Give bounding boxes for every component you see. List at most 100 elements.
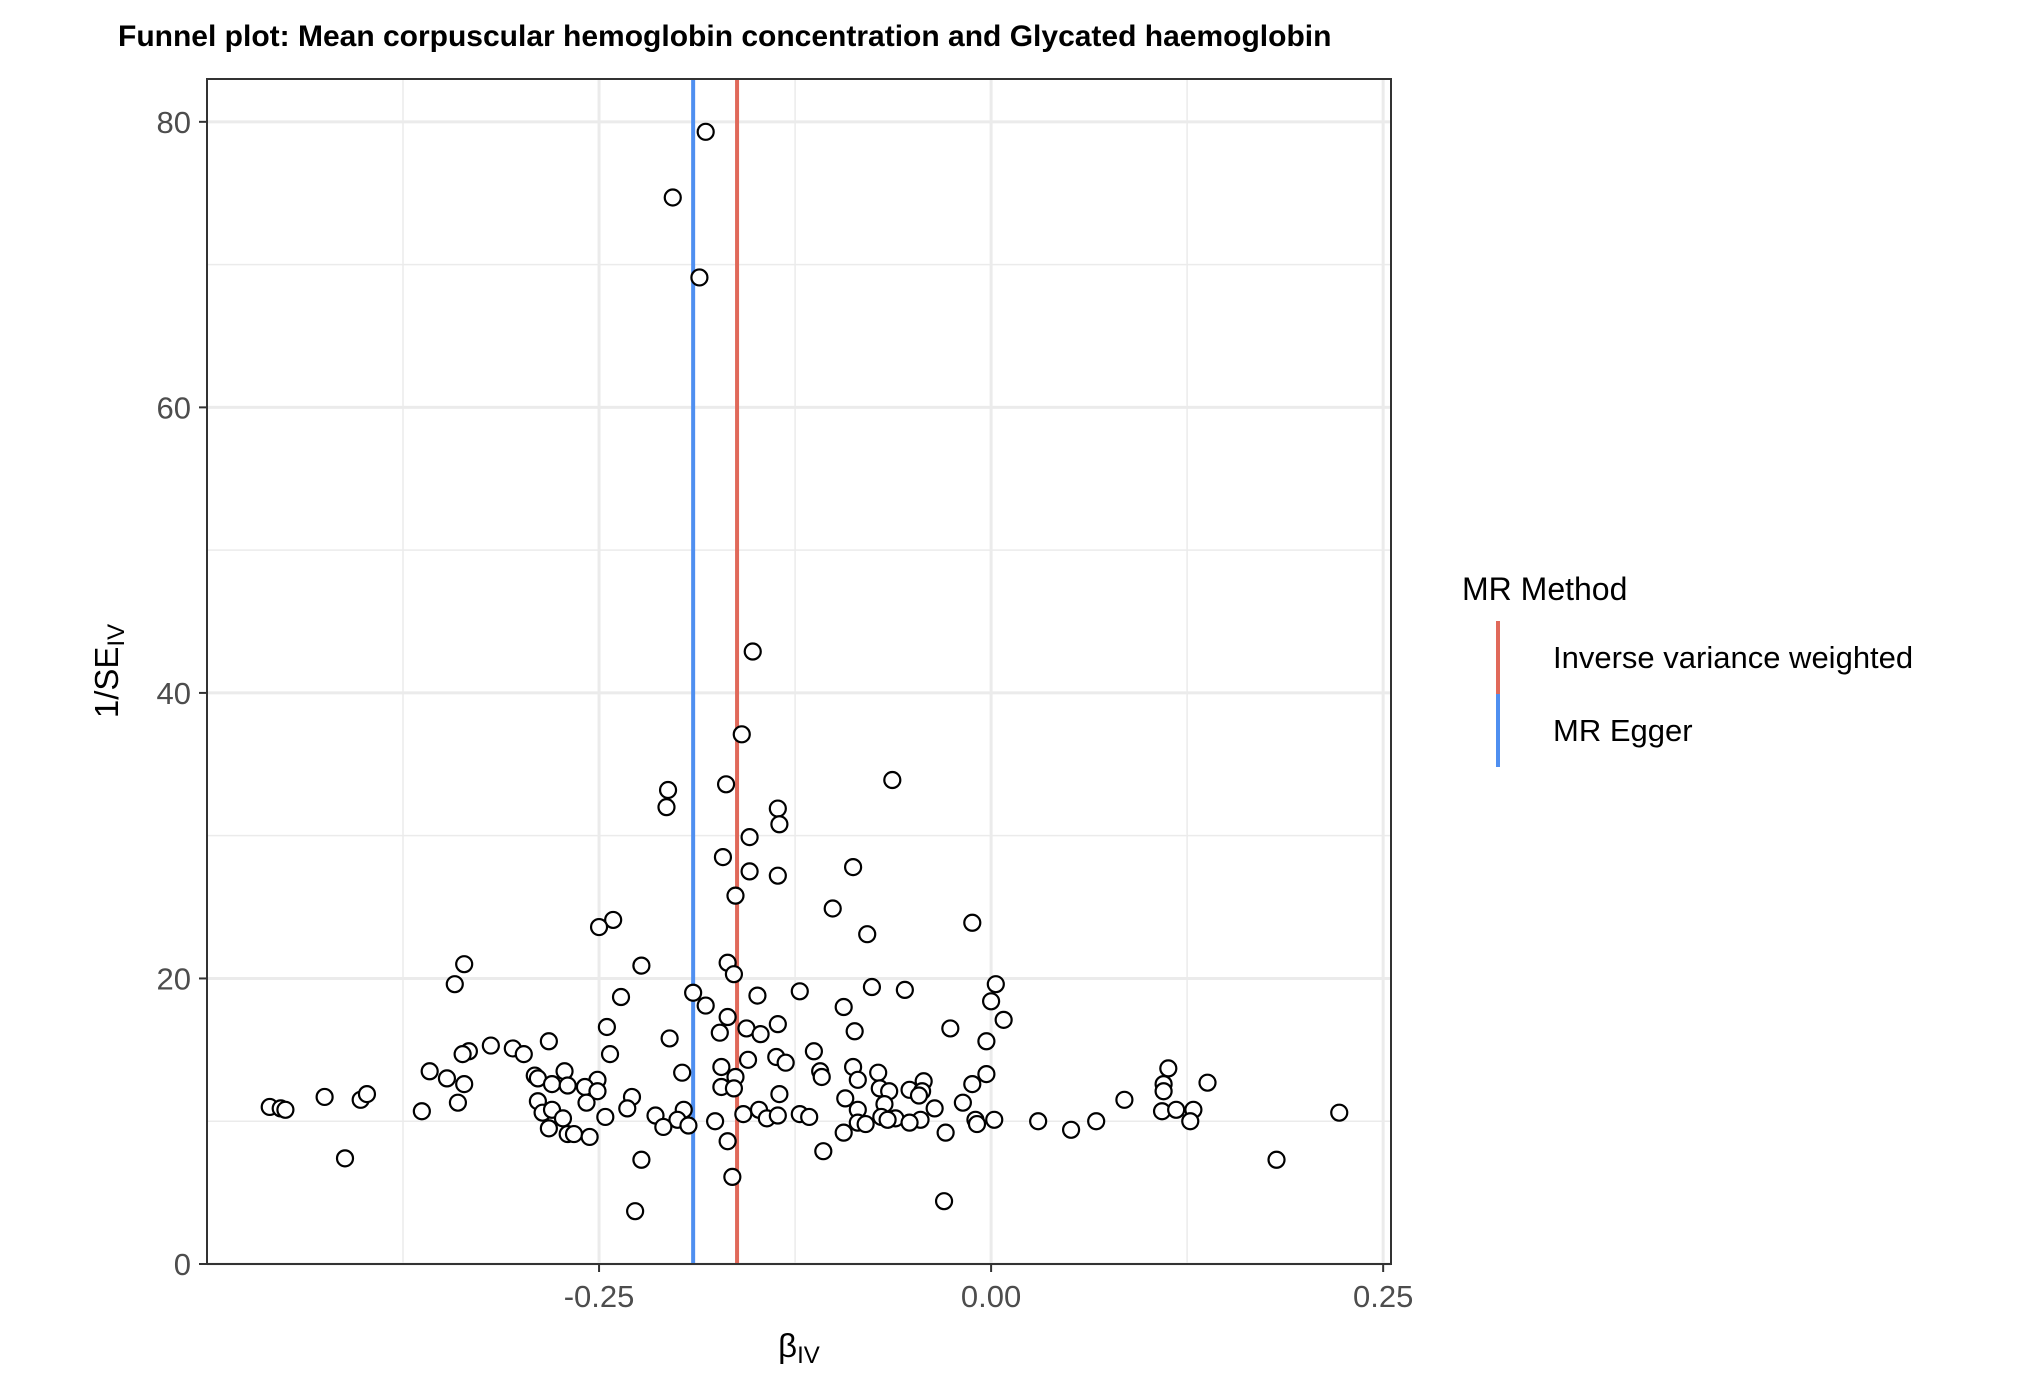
data-point (542, 1075, 562, 1094)
data-point (895, 980, 914, 999)
data-point (963, 913, 982, 932)
data-point (1198, 1073, 1217, 1092)
data-point (1181, 1112, 1200, 1131)
data-point (596, 1107, 615, 1127)
data-point (836, 1089, 855, 1108)
y-axis-title: 1/SEIV (88, 624, 130, 718)
data-point (823, 899, 842, 918)
x-tick-label: 0.25 (1353, 1279, 1413, 1314)
data-point (1061, 1120, 1081, 1139)
data-point (712, 1057, 731, 1077)
data-point (673, 1063, 692, 1082)
data-point (696, 996, 715, 1015)
data-point (834, 1123, 853, 1142)
data-point (315, 1087, 334, 1107)
data-point (660, 1029, 679, 1048)
data-point (804, 1042, 823, 1061)
data-point (869, 1063, 888, 1082)
data-point (589, 917, 609, 937)
y-axis-title-main: 1/SE (88, 647, 125, 719)
data-point (883, 770, 902, 790)
data-point (862, 977, 882, 997)
data-point (977, 1065, 996, 1084)
data-point (986, 975, 1005, 994)
data-point (790, 982, 809, 1001)
data-point (597, 1017, 616, 1037)
x-axis-title-sub: IV (797, 1342, 820, 1369)
data-point (963, 1075, 982, 1094)
data-point (878, 1110, 897, 1129)
data-point (967, 1114, 987, 1134)
data-point (716, 775, 736, 794)
data-point (357, 1085, 377, 1104)
data-point (481, 1036, 500, 1055)
legend: MR Method Inverse variance weighted MR E… (1462, 571, 1913, 767)
data-point (848, 1070, 867, 1089)
data-point (751, 1025, 770, 1044)
data-point (994, 1010, 1013, 1029)
data-point (748, 986, 767, 1005)
data-point (577, 1093, 596, 1112)
data-point (1167, 1100, 1186, 1119)
data-point (770, 1085, 789, 1104)
data-point (834, 997, 853, 1017)
data-point (626, 1202, 645, 1221)
data-point (768, 1106, 787, 1125)
data-point (740, 862, 759, 881)
data-point (564, 1124, 584, 1144)
data-point (455, 955, 474, 974)
data-point (588, 1082, 607, 1101)
y-tick-label: 60 (157, 390, 191, 425)
data-point (539, 1032, 558, 1051)
data-point (611, 987, 631, 1007)
x-axis-title: βIV (778, 1327, 820, 1369)
data-point (600, 1045, 620, 1064)
data-point (812, 1067, 831, 1087)
data-point (445, 975, 464, 994)
data-point (679, 1116, 698, 1135)
y-tick-label: 20 (157, 961, 191, 996)
data-point (632, 956, 651, 975)
data-points (260, 122, 1349, 1221)
data-point (900, 1113, 919, 1132)
legend-title: MR Method (1462, 571, 1627, 607)
data-point (696, 122, 715, 141)
data-point (934, 1192, 954, 1211)
y-axis: 0 20 40 60 80 (157, 105, 207, 1282)
data-point (437, 1069, 457, 1088)
data-point (420, 1062, 439, 1081)
x-axis: -0.25 0.00 0.25 (564, 1264, 1413, 1314)
data-point (740, 828, 759, 847)
x-tick-label: 0.00 (961, 1279, 1021, 1314)
data-point (770, 815, 789, 834)
data-point (1330, 1103, 1349, 1122)
data-point (936, 1123, 955, 1142)
data-point (743, 642, 762, 661)
data-point (856, 1114, 875, 1134)
data-point (412, 1102, 431, 1121)
data-point (455, 1075, 474, 1094)
data-point (604, 910, 623, 930)
data-point (654, 1117, 673, 1137)
data-point (734, 1104, 753, 1124)
data-point (768, 799, 787, 818)
data-point (985, 1110, 1004, 1129)
data-point (909, 1086, 929, 1105)
plot-border (206, 78, 1392, 1265)
y-tick-label: 0 (174, 1247, 191, 1282)
data-point (845, 1022, 864, 1041)
data-point (738, 1050, 758, 1069)
data-point (632, 1150, 651, 1169)
data-point (657, 798, 676, 817)
data-point (726, 886, 745, 905)
data-point (768, 866, 787, 885)
data-point (1029, 1112, 1048, 1131)
data-point (800, 1107, 819, 1127)
data-point (768, 1015, 787, 1034)
data-point (814, 1142, 833, 1161)
data-point (1115, 1090, 1134, 1109)
data-point (858, 925, 877, 944)
data-point (1154, 1082, 1173, 1101)
data-point (558, 1076, 577, 1095)
